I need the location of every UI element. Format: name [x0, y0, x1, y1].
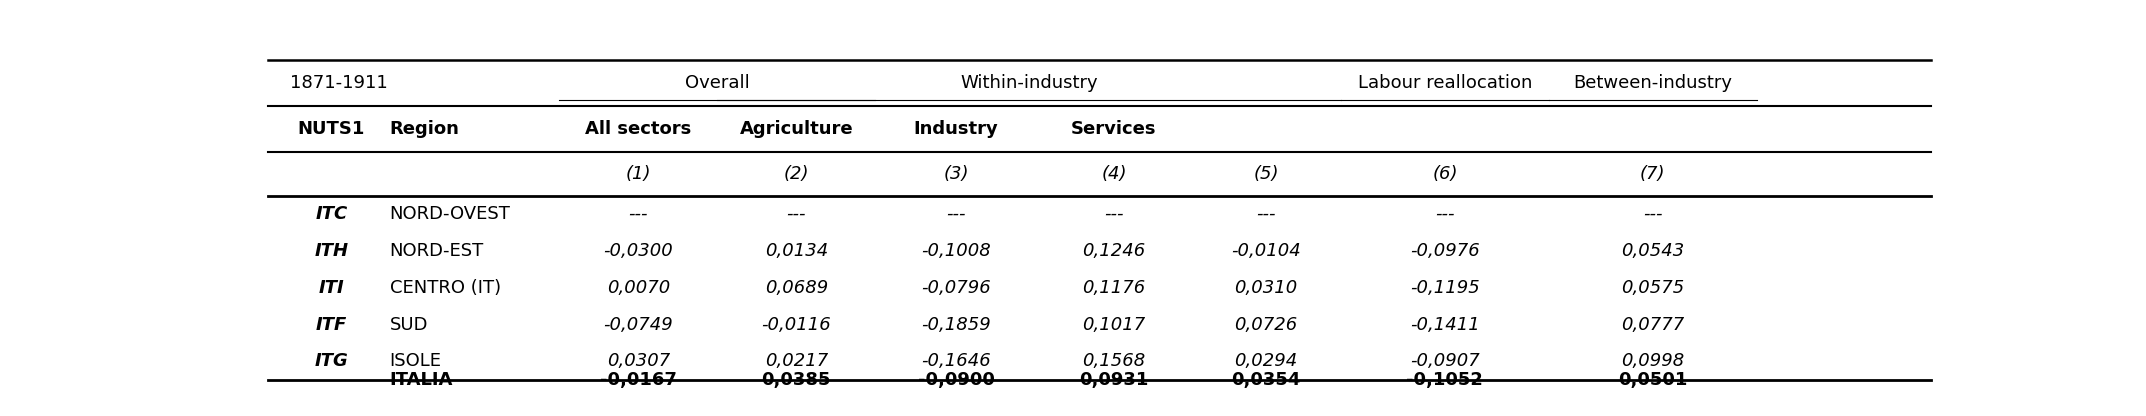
- Text: -0,1859: -0,1859: [921, 316, 991, 334]
- Text: ---: ---: [1105, 205, 1125, 223]
- Text: ---: ---: [1255, 205, 1277, 223]
- Text: SUD: SUD: [391, 316, 429, 334]
- Text: Services: Services: [1071, 120, 1157, 138]
- Text: NORD-OVEST: NORD-OVEST: [391, 205, 511, 223]
- Text: 1871-1911: 1871-1911: [290, 74, 388, 92]
- Text: ITALIA: ITALIA: [391, 371, 453, 389]
- Text: CENTRO (IT): CENTRO (IT): [391, 279, 500, 297]
- Text: ITF: ITF: [315, 316, 348, 334]
- Text: NUTS1: NUTS1: [298, 120, 365, 138]
- Text: 0,0385: 0,0385: [762, 371, 831, 389]
- Text: ---: ---: [629, 205, 648, 223]
- Text: -0,0116: -0,0116: [762, 316, 831, 334]
- Text: 0,1017: 0,1017: [1082, 316, 1146, 334]
- Text: (4): (4): [1101, 165, 1127, 183]
- Text: 0,0217: 0,0217: [764, 352, 828, 370]
- Text: ---: ---: [1644, 205, 1663, 223]
- Text: NORD-EST: NORD-EST: [391, 242, 483, 260]
- Text: (7): (7): [1640, 165, 1665, 183]
- Text: 0,0931: 0,0931: [1079, 371, 1148, 389]
- Text: Overall: Overall: [685, 74, 749, 92]
- Text: ITH: ITH: [313, 242, 348, 260]
- Text: -0,0749: -0,0749: [603, 316, 674, 334]
- Text: -0,1411: -0,1411: [1410, 316, 1481, 334]
- Text: 0,0070: 0,0070: [607, 279, 670, 297]
- Text: 0,1568: 0,1568: [1082, 352, 1146, 370]
- Text: ISOLE: ISOLE: [391, 352, 442, 370]
- Text: 0,0354: 0,0354: [1232, 371, 1300, 389]
- Text: -0,1646: -0,1646: [921, 352, 991, 370]
- Text: -0,1195: -0,1195: [1410, 279, 1481, 297]
- Text: 0,0777: 0,0777: [1620, 316, 1685, 334]
- Text: -0,1008: -0,1008: [921, 242, 991, 260]
- Text: 0,0689: 0,0689: [764, 279, 828, 297]
- Text: (1): (1): [624, 165, 650, 183]
- Text: 0,1176: 0,1176: [1082, 279, 1146, 297]
- Text: ---: ---: [1436, 205, 1455, 223]
- Text: 0,0310: 0,0310: [1234, 279, 1298, 297]
- Text: ---: ---: [788, 205, 807, 223]
- Text: Labour reallocation: Labour reallocation: [1358, 74, 1532, 92]
- Text: 0,0575: 0,0575: [1620, 279, 1685, 297]
- Text: 0,1246: 0,1246: [1082, 242, 1146, 260]
- Text: -0,0907: -0,0907: [1410, 352, 1481, 370]
- Text: (3): (3): [944, 165, 968, 183]
- Text: ITC: ITC: [315, 205, 348, 223]
- Text: (2): (2): [783, 165, 809, 183]
- Text: ITI: ITI: [318, 279, 343, 297]
- Text: -0,0976: -0,0976: [1410, 242, 1481, 260]
- Text: (6): (6): [1431, 165, 1457, 183]
- Text: -0,0104: -0,0104: [1232, 242, 1300, 260]
- Text: 0,0501: 0,0501: [1618, 371, 1687, 389]
- Text: 0,0294: 0,0294: [1234, 352, 1298, 370]
- Text: 0,0134: 0,0134: [764, 242, 828, 260]
- Text: Agriculture: Agriculture: [740, 120, 854, 138]
- Text: Between-industry: Between-industry: [1573, 74, 1732, 92]
- Text: 0,0726: 0,0726: [1234, 316, 1298, 334]
- Text: -0,0167: -0,0167: [601, 371, 676, 389]
- Text: -0,1052: -0,1052: [1406, 371, 1483, 389]
- Text: -0,0796: -0,0796: [921, 279, 991, 297]
- Text: 0,0307: 0,0307: [607, 352, 670, 370]
- Text: ---: ---: [946, 205, 966, 223]
- Text: 0,0998: 0,0998: [1620, 352, 1685, 370]
- Text: Region: Region: [391, 120, 459, 138]
- Text: Within-industry: Within-industry: [959, 74, 1099, 92]
- Text: -0,0300: -0,0300: [603, 242, 674, 260]
- Text: (5): (5): [1253, 165, 1279, 183]
- Text: -0,0900: -0,0900: [918, 371, 994, 389]
- Text: All sectors: All sectors: [586, 120, 691, 138]
- Text: Industry: Industry: [914, 120, 998, 138]
- Text: ITG: ITG: [315, 352, 348, 370]
- Text: 0,0543: 0,0543: [1620, 242, 1685, 260]
